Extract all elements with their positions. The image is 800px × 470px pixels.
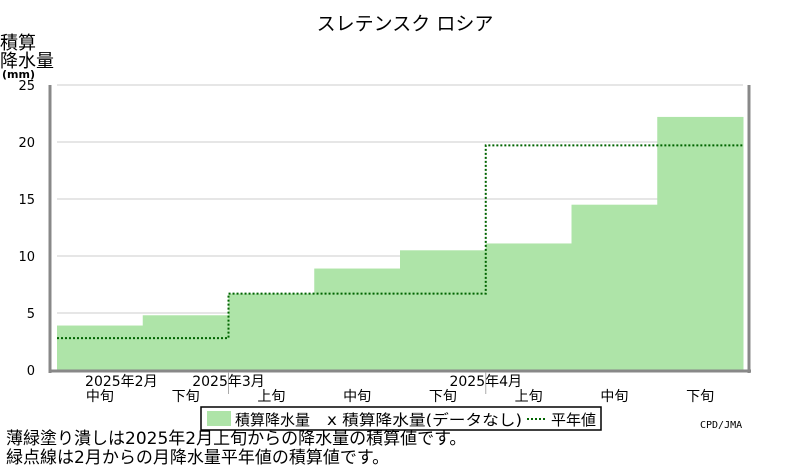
y-axis-label-unit: (mm): [2, 68, 35, 81]
dekad-label-7: 下旬: [686, 389, 714, 405]
accumulated-precipitation-area: [57, 116, 744, 370]
y-tick-label-3: 15: [18, 193, 35, 208]
y-tick-label-0: 0: [27, 364, 35, 379]
dekad-label-5: 上旬: [515, 389, 543, 405]
y-axis-label-line-2: 降水量: [0, 51, 54, 72]
normal-line: [57, 144, 743, 340]
dekad-label-0: 中旬: [86, 389, 114, 405]
legend-missing-label: x 積算降水量(データなし): [327, 411, 522, 429]
legend-area-label: 積算降水量: [235, 411, 310, 429]
note-line-1: 薄緑塗り潰しは2025年2月上旬からの降水量の積算値です。: [6, 429, 467, 449]
month-label-0: 2025年2月: [85, 374, 158, 390]
y-tick-label-4: 20: [18, 136, 35, 151]
dekad-label-1: 下旬: [172, 389, 200, 405]
legend-area-swatch: [207, 411, 231, 426]
month-label-2: 2025年4月: [449, 374, 522, 390]
dekad-label-6: 中旬: [600, 389, 628, 405]
legend: 積算降水量 x 積算降水量(データなし) 平年値: [200, 406, 602, 431]
area-segment-4: [400, 250, 487, 370]
notes: 薄緑塗り潰しは2025年2月上旬からの降水量の積算値です。 緑点線は2月からの月…: [6, 430, 466, 468]
area-segment-2: [228, 293, 315, 370]
y-tick-label-1: 5: [27, 307, 35, 322]
area-segment-3: [314, 268, 401, 370]
y-axis-label-line-1: 積算: [0, 33, 36, 54]
y-tick-labels: 0 5 10 15 20 25: [18, 79, 35, 379]
area-segment-0: [57, 325, 144, 370]
normal-line-path: [57, 144, 743, 340]
legend-normal-label: 平年値: [551, 411, 596, 429]
area-segment-5: [485, 243, 572, 370]
area-segment-6: [571, 204, 658, 370]
y-tick-label-5: 25: [18, 79, 35, 94]
month-label-1: 2025年3月: [192, 374, 265, 390]
chart-title: スレテンスク ロシア: [317, 13, 494, 35]
dekad-label-3: 中旬: [343, 389, 371, 405]
dekad-label-4: 下旬: [429, 389, 457, 405]
legend-box: [200, 406, 602, 431]
credit: CPD/JMA: [700, 420, 743, 431]
plot-frame: [48, 84, 751, 373]
dekad-label-2: 上旬: [257, 389, 285, 405]
y-tick-label-2: 10: [18, 250, 35, 265]
area-segment-1: [142, 315, 229, 370]
area-segment-7: [657, 116, 744, 370]
note-line-2: 緑点線は2月からの月降水量平年値の積算値です。: [6, 448, 390, 468]
